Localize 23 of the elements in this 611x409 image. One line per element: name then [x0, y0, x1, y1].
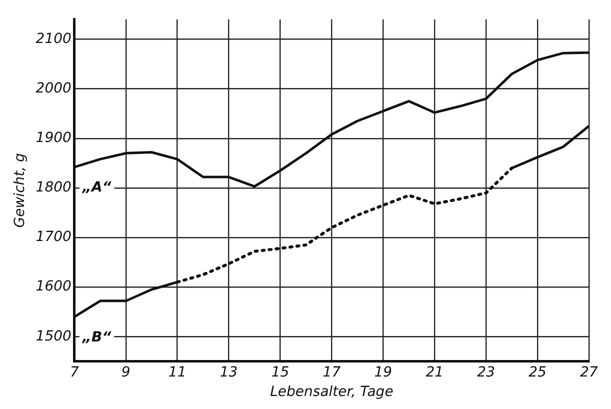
x-tick-label: 15 [271, 364, 290, 380]
x-tick-label: 19 [374, 364, 392, 380]
y-tick-label: 1600 [36, 278, 72, 295]
x-tick-label: 17 [322, 364, 341, 380]
line-series [176, 166, 514, 284]
y-axis-title: Gewicht, g [12, 152, 28, 228]
series-label: „A“ [81, 180, 112, 196]
x-tick-label: 21 [426, 364, 444, 380]
series-label: „B“ [81, 329, 112, 346]
y-tick-label: 1900 [36, 130, 72, 146]
x-tick-label: 23 [477, 364, 495, 380]
x-tick-label: 9 [121, 364, 130, 380]
y-tick-label: 1800 [36, 180, 72, 196]
x-tick-label: 13 [220, 364, 238, 380]
y-tick-label: 2000 [36, 80, 72, 96]
y-tick-label: 1500 [36, 328, 72, 344]
x-tick-label: 7 [70, 364, 79, 380]
x-tick-label: 11 [168, 364, 186, 380]
y-tick-label: 2100 [36, 30, 72, 47]
x-tick-label: 27 [580, 364, 598, 380]
x-tick-label: 25 [528, 364, 547, 380]
y-tick-label: 1700 [36, 229, 72, 246]
x-axis-title: Lebensalter, Tage [270, 384, 394, 400]
